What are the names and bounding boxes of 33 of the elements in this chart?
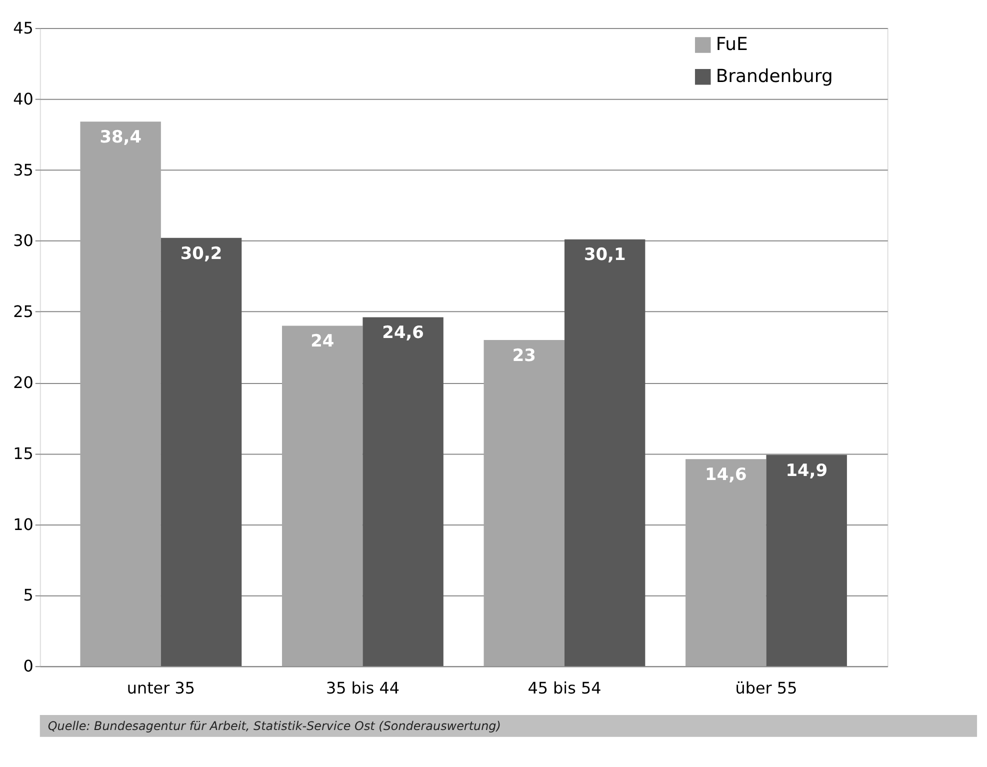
- data-label: 38,4: [100, 126, 142, 147]
- legend-label: Brandenburg: [716, 66, 833, 87]
- y-tick-label: 40: [13, 89, 34, 108]
- data-label: 23: [512, 344, 536, 365]
- data-label: 14,9: [786, 460, 828, 480]
- x-tick-label: 45 bis 54: [528, 678, 602, 698]
- y-tick-label: 15: [13, 444, 34, 463]
- x-tick-label: 35 bis 44: [326, 678, 400, 698]
- x-tick-label: unter 35: [126, 678, 196, 698]
- y-tick-label: 45: [13, 18, 34, 38]
- bar: [484, 340, 564, 666]
- bar: [362, 317, 444, 666]
- bar: [282, 326, 363, 666]
- data-label: 30,2: [180, 242, 222, 263]
- y-tick-label: 25: [13, 302, 34, 322]
- y-tick-label: 10: [13, 514, 34, 534]
- data-label: 30,1: [584, 244, 626, 264]
- y-tick-label: 0: [23, 656, 34, 676]
- data-label: 24: [310, 330, 334, 351]
- bar: [766, 454, 847, 666]
- y-tick-label: 20: [13, 373, 34, 392]
- y-tick-label: 30: [13, 231, 34, 250]
- y-tick-label: 35: [13, 160, 34, 180]
- data-label: 24,6: [382, 322, 424, 342]
- legend-label: FuE: [716, 34, 748, 55]
- source-note: Quelle: Bundesagentur für Arbeit, Statistik-Service Ost (Sonderauswertung): [48, 718, 501, 733]
- y-tick-label: 5: [23, 586, 34, 605]
- data-label: 14,6: [704, 464, 747, 484]
- bar: [160, 238, 242, 666]
- bar: [80, 122, 161, 666]
- bar: [686, 459, 766, 666]
- x-tick-label: über 55: [735, 678, 798, 698]
- bar: [564, 239, 646, 666]
